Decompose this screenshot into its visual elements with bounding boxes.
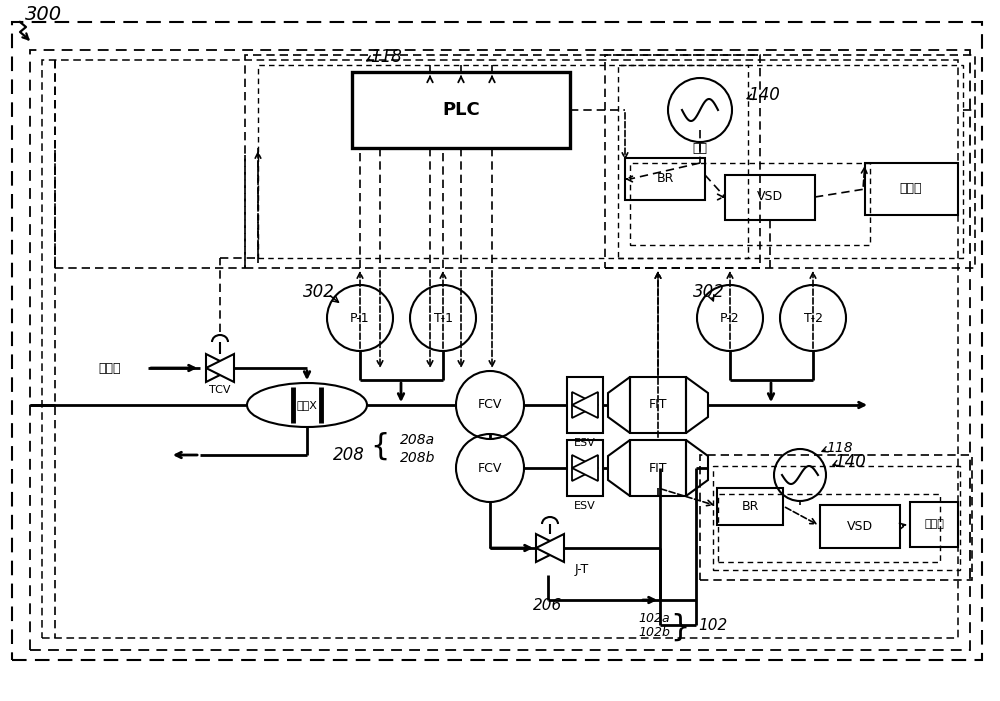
Text: 电网: 电网 [692,142,708,154]
Text: 102: 102 [698,618,727,632]
Text: J-T: J-T [575,564,589,576]
Text: 102a: 102a [638,611,670,625]
Text: 冷却器: 冷却器 [924,519,944,529]
Text: 206: 206 [533,597,563,613]
Text: 302: 302 [303,283,335,301]
Text: ESV: ESV [574,501,596,511]
Polygon shape [206,354,234,382]
Bar [630,377,686,433]
Bar [625,158,705,200]
Bar [630,440,686,496]
Bar [865,163,958,215]
Text: PLC: PLC [442,101,480,119]
Text: 118: 118 [370,48,402,66]
Text: 208: 208 [333,446,365,464]
Text: P-2: P-2 [720,311,740,325]
Text: 加热X: 加热X [297,400,317,410]
Text: }: } [670,613,690,641]
Polygon shape [536,534,564,562]
Bar [725,175,815,220]
Bar [700,455,972,580]
Text: 208b: 208b [400,451,435,465]
Text: FCV: FCV [478,398,502,411]
Bar [718,494,940,562]
Text: 加热源: 加热源 [99,362,121,374]
Text: 冷却器: 冷却器 [900,182,922,196]
Text: 302: 302 [693,283,725,301]
Bar [717,488,783,525]
Bar [910,502,958,547]
Bar [245,55,760,268]
Text: T-1: T-1 [434,311,452,325]
Bar [30,50,970,650]
Bar [258,65,748,258]
Bar [42,60,958,638]
Text: 102b: 102b [638,625,670,639]
Text: FIT: FIT [649,398,667,411]
Bar [567,440,603,496]
Text: 140: 140 [748,86,780,104]
Text: TCV: TCV [209,385,231,395]
Bar [630,163,870,245]
Bar [820,505,900,548]
Bar [567,377,603,433]
Text: {: { [370,432,390,461]
Bar [713,466,960,570]
Text: VSD: VSD [847,519,873,533]
Text: 208a: 208a [400,433,435,447]
Polygon shape [572,455,598,481]
Text: 300: 300 [25,4,62,24]
Bar [352,72,570,148]
Polygon shape [572,392,598,418]
Text: 140: 140 [834,453,866,471]
Text: P-1: P-1 [350,311,370,325]
Polygon shape [572,392,598,418]
Polygon shape [536,534,564,562]
Text: VSD: VSD [757,191,783,203]
Text: FIT: FIT [649,461,667,475]
Text: BR: BR [741,500,759,512]
Text: BR: BR [656,172,674,186]
Text: ESV: ESV [574,438,596,448]
Bar [618,65,963,258]
Text: 118: 118 [826,441,853,455]
Text: FCV: FCV [478,461,502,475]
Polygon shape [572,455,598,481]
Text: T-2: T-2 [804,311,822,325]
Polygon shape [206,354,234,382]
Bar [605,55,975,268]
